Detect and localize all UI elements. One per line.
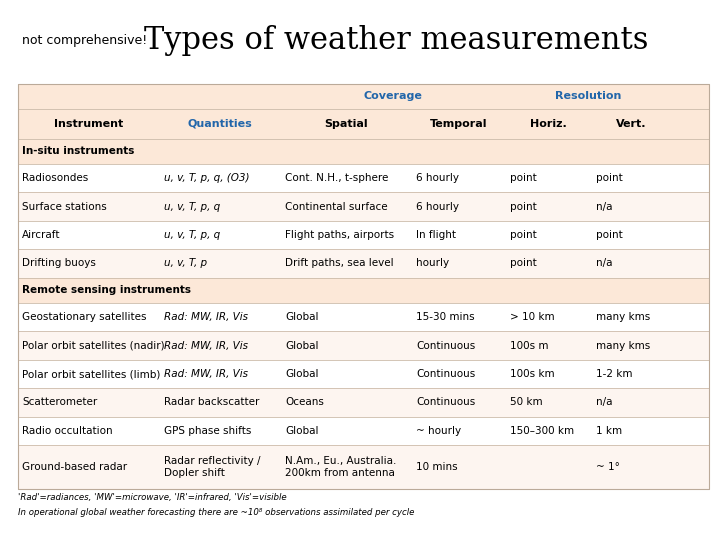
Text: > 10 km: > 10 km: [510, 312, 554, 322]
Text: Global: Global: [285, 369, 318, 379]
Text: Resolution: Resolution: [555, 91, 621, 102]
Bar: [18, 139, 709, 164]
Text: n/a: n/a: [596, 201, 613, 212]
Text: point: point: [510, 201, 536, 212]
Text: point: point: [596, 173, 623, 183]
Text: 10 mins: 10 mins: [416, 462, 458, 472]
Text: Surface stations: Surface stations: [22, 201, 107, 212]
Text: Radio occultation: Radio occultation: [22, 426, 113, 436]
Text: 100s m: 100s m: [510, 341, 548, 350]
Text: u, v, T, p, q: u, v, T, p, q: [164, 201, 220, 212]
Text: Continuous: Continuous: [416, 397, 475, 408]
Text: Spatial: Spatial: [325, 119, 368, 129]
Text: Coverage: Coverage: [364, 91, 423, 102]
Bar: [18, 388, 709, 417]
Bar: [18, 445, 709, 489]
Text: Vert.: Vert.: [616, 119, 647, 129]
Text: Aircraft: Aircraft: [22, 230, 60, 240]
Text: ~ hourly: ~ hourly: [416, 426, 462, 436]
Text: Horiz.: Horiz.: [530, 119, 567, 129]
Text: Geostationary satellites: Geostationary satellites: [22, 312, 147, 322]
Text: 150–300 km: 150–300 km: [510, 426, 574, 436]
Text: Polar orbit satellites (nadir): Polar orbit satellites (nadir): [22, 341, 165, 350]
Text: n/a: n/a: [596, 259, 613, 268]
Text: Instrument: Instrument: [54, 119, 123, 129]
Text: many kms: many kms: [596, 341, 650, 350]
Bar: [18, 417, 709, 445]
Text: Remote sensing instruments: Remote sensing instruments: [22, 285, 192, 295]
Text: point: point: [510, 230, 536, 240]
Bar: [18, 332, 709, 360]
Bar: [18, 109, 709, 139]
Text: In flight: In flight: [416, 230, 456, 240]
Text: Scatterometer: Scatterometer: [22, 397, 98, 408]
Text: Global: Global: [285, 426, 318, 436]
Text: Radar reflectivity /
Dopler shift: Radar reflectivity / Dopler shift: [164, 456, 261, 478]
Text: u, v, T, p, q, (O3): u, v, T, p, q, (O3): [164, 173, 250, 183]
Text: Ground-based radar: Ground-based radar: [22, 462, 127, 472]
Text: Rad: MW, IR, Vis: Rad: MW, IR, Vis: [164, 341, 248, 350]
Text: Cont. N.H., t-sphere: Cont. N.H., t-sphere: [285, 173, 388, 183]
Text: Continuous: Continuous: [416, 341, 475, 350]
Bar: [18, 84, 709, 489]
Text: Polar orbit satellites (limb): Polar orbit satellites (limb): [22, 369, 161, 379]
Text: Radar backscatter: Radar backscatter: [164, 397, 259, 408]
Bar: [18, 360, 709, 388]
Text: 1 km: 1 km: [596, 426, 622, 436]
Text: not comprehensive!: not comprehensive!: [22, 34, 147, 47]
Text: Oceans: Oceans: [285, 397, 324, 408]
Text: Continental surface: Continental surface: [285, 201, 387, 212]
Text: 100s km: 100s km: [510, 369, 554, 379]
Text: hourly: hourly: [416, 259, 449, 268]
Text: ~ 1°: ~ 1°: [596, 462, 620, 472]
Text: In-situ instruments: In-situ instruments: [22, 146, 135, 157]
Text: Global: Global: [285, 312, 318, 322]
Text: Rad: MW, IR, Vis: Rad: MW, IR, Vis: [164, 369, 248, 379]
Text: GPS phase shifts: GPS phase shifts: [164, 426, 251, 436]
Text: 15-30 mins: 15-30 mins: [416, 312, 475, 322]
Bar: [18, 84, 709, 109]
Text: Drift paths, sea level: Drift paths, sea level: [285, 259, 394, 268]
Bar: [18, 303, 709, 332]
Text: point: point: [510, 173, 536, 183]
Text: Flight paths, airports: Flight paths, airports: [285, 230, 394, 240]
Text: point: point: [510, 259, 536, 268]
Text: Rad: MW, IR, Vis: Rad: MW, IR, Vis: [164, 312, 248, 322]
Text: 1-2 km: 1-2 km: [596, 369, 632, 379]
Bar: [18, 278, 709, 303]
Text: u, v, T, p: u, v, T, p: [164, 259, 207, 268]
Text: many kms: many kms: [596, 312, 650, 322]
Text: Temporal: Temporal: [430, 119, 487, 129]
Text: 50 km: 50 km: [510, 397, 542, 408]
Text: In operational global weather forecasting there are ~10⁸ observations assimilate: In operational global weather forecastin…: [18, 508, 415, 517]
Bar: [18, 192, 709, 221]
Text: point: point: [596, 230, 623, 240]
Bar: [18, 164, 709, 192]
Text: Continuous: Continuous: [416, 369, 475, 379]
Text: N.Am., Eu., Australia.
200km from antenna: N.Am., Eu., Australia. 200km from antenn…: [285, 456, 396, 478]
Text: 'Rad'=radiances, 'MW'=microwave, 'IR'=infrared, 'Vis'=visible: 'Rad'=radiances, 'MW'=microwave, 'IR'=in…: [18, 493, 287, 502]
Text: u, v, T, p, q: u, v, T, p, q: [164, 230, 220, 240]
Text: Radiosondes: Radiosondes: [22, 173, 89, 183]
Text: Drifting buoys: Drifting buoys: [22, 259, 96, 268]
Text: 6 hourly: 6 hourly: [416, 173, 459, 183]
Bar: [18, 249, 709, 278]
Text: Global: Global: [285, 341, 318, 350]
Text: 6 hourly: 6 hourly: [416, 201, 459, 212]
Bar: [18, 221, 709, 249]
Text: n/a: n/a: [596, 397, 613, 408]
Text: Quantities: Quantities: [188, 119, 253, 129]
Text: Types of weather measurements: Types of weather measurements: [144, 25, 648, 56]
